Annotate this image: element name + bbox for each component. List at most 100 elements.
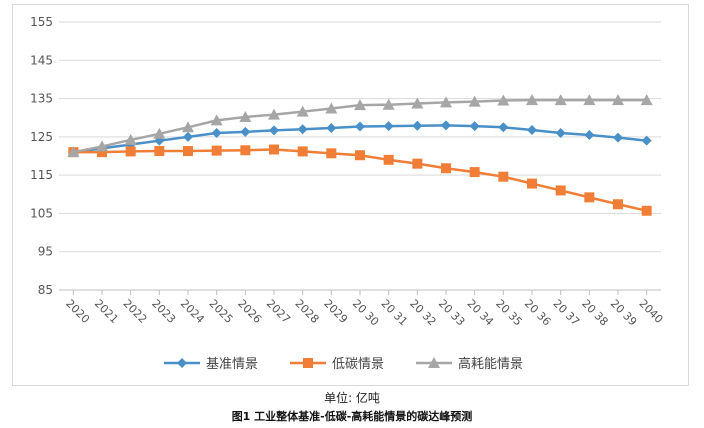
legend-item: 低碳情景 bbox=[290, 357, 384, 372]
data-point bbox=[239, 110, 252, 122]
unit-label: 单位: 亿吨 bbox=[324, 391, 380, 405]
data-point bbox=[297, 124, 308, 135]
x-tick-label: 2020 bbox=[63, 297, 92, 326]
figure-caption: 图1 工业整体基准-低碳-高耗能情景的碳达峰预测 bbox=[231, 410, 473, 423]
data-point bbox=[383, 121, 394, 132]
data-point bbox=[268, 108, 280, 120]
data-point bbox=[183, 146, 193, 157]
data-point bbox=[641, 135, 652, 146]
data-point bbox=[441, 163, 451, 174]
data-point bbox=[526, 94, 538, 106]
data-point bbox=[527, 178, 537, 189]
data-point bbox=[555, 128, 566, 139]
x-tick-label: 2025 bbox=[207, 297, 236, 326]
data-point bbox=[555, 185, 566, 196]
data-point bbox=[296, 105, 309, 117]
x-tick-label: 2022 bbox=[121, 297, 150, 326]
data-point bbox=[641, 205, 652, 216]
data-point bbox=[440, 96, 452, 108]
chart-frame: 85 95 105 115 125 135 145 155 2020 2021 2022 2023 20… bbox=[12, 4, 689, 386]
x-tick-label: 20 32 bbox=[407, 297, 438, 328]
data-point bbox=[382, 98, 395, 110]
x-tick-label: 2029 bbox=[321, 297, 350, 326]
data-point bbox=[613, 199, 623, 210]
data-point bbox=[583, 94, 596, 106]
data-point bbox=[240, 126, 251, 137]
series-layer bbox=[67, 94, 653, 216]
data-point bbox=[97, 147, 107, 158]
x-tick-label: 20 33 bbox=[436, 297, 467, 328]
data-point bbox=[355, 150, 365, 161]
data-point bbox=[67, 146, 80, 158]
data-point bbox=[326, 148, 337, 159]
y-tick-label: 155 bbox=[30, 15, 53, 29]
data-point bbox=[125, 146, 136, 157]
data-point bbox=[584, 192, 595, 203]
legend-label: 高耗能情景 bbox=[458, 356, 523, 372]
x-tick-label: 20 39 bbox=[608, 297, 639, 328]
legend-label: 基准情景 bbox=[206, 357, 258, 372]
x-tick-label: 2028 bbox=[293, 297, 322, 326]
x-tick-label: 2040 bbox=[637, 297, 666, 326]
data-point bbox=[411, 97, 424, 109]
x-tick-label: 2026 bbox=[235, 297, 264, 326]
data-point bbox=[469, 121, 480, 132]
legend-item: 高耗能情景 bbox=[416, 356, 523, 372]
x-tick-label: 20 35 bbox=[493, 297, 524, 328]
x-tick-label: 2027 bbox=[264, 297, 293, 326]
legend-label: 低碳情景 bbox=[332, 357, 384, 372]
data-point bbox=[441, 120, 451, 131]
data-point bbox=[498, 171, 509, 182]
x-tick-label: 2024 bbox=[178, 297, 207, 326]
data-point bbox=[269, 144, 279, 155]
data-point bbox=[240, 145, 251, 156]
data-point bbox=[183, 131, 193, 142]
data-point bbox=[613, 132, 623, 143]
x-tick-label: 20 30 bbox=[350, 297, 381, 328]
data-point bbox=[210, 114, 223, 126]
data-point bbox=[269, 125, 279, 136]
y-tick-label: 125 bbox=[30, 130, 53, 144]
x-tick-label: 20 38 bbox=[579, 297, 610, 328]
data-point bbox=[497, 94, 510, 106]
legend-marker bbox=[303, 358, 313, 368]
legend-item: 基准情景 bbox=[164, 357, 258, 372]
series-2 bbox=[67, 94, 653, 158]
data-point bbox=[354, 99, 366, 111]
series-1 bbox=[68, 144, 652, 216]
x-tick-label: 20 34 bbox=[465, 297, 496, 328]
x-tick-label: 2023 bbox=[149, 297, 178, 326]
data-point bbox=[211, 128, 222, 139]
x-tick-label: 20 36 bbox=[522, 297, 553, 328]
data-point bbox=[468, 95, 481, 107]
series-0 bbox=[68, 120, 652, 158]
x-tick-label: 20 37 bbox=[551, 297, 582, 328]
data-point bbox=[640, 94, 653, 106]
data-point bbox=[612, 94, 624, 106]
data-point bbox=[498, 122, 509, 133]
y-tick-label: 95 bbox=[38, 245, 53, 259]
data-point bbox=[297, 146, 308, 157]
y-tick-label: 105 bbox=[30, 206, 53, 220]
data-point bbox=[584, 129, 595, 140]
data-point bbox=[469, 167, 480, 178]
data-point bbox=[412, 120, 423, 131]
data-point bbox=[211, 145, 222, 156]
legend: 基准情景 低碳情景 高耗能情景 bbox=[164, 356, 523, 372]
data-point bbox=[527, 124, 537, 135]
x-tick-label: 2021 bbox=[92, 297, 121, 326]
data-point bbox=[554, 94, 567, 106]
data-point bbox=[355, 121, 365, 132]
y-tick-label: 145 bbox=[30, 53, 53, 67]
data-point bbox=[325, 102, 338, 114]
data-point bbox=[412, 158, 423, 169]
y-tick-label: 85 bbox=[38, 283, 53, 297]
y-tick-label: 115 bbox=[30, 168, 53, 182]
x-tick-label: 20 31 bbox=[379, 297, 410, 328]
data-point bbox=[153, 127, 166, 139]
data-point bbox=[326, 123, 337, 134]
data-point bbox=[124, 133, 137, 145]
y-tick-label: 135 bbox=[30, 92, 53, 106]
